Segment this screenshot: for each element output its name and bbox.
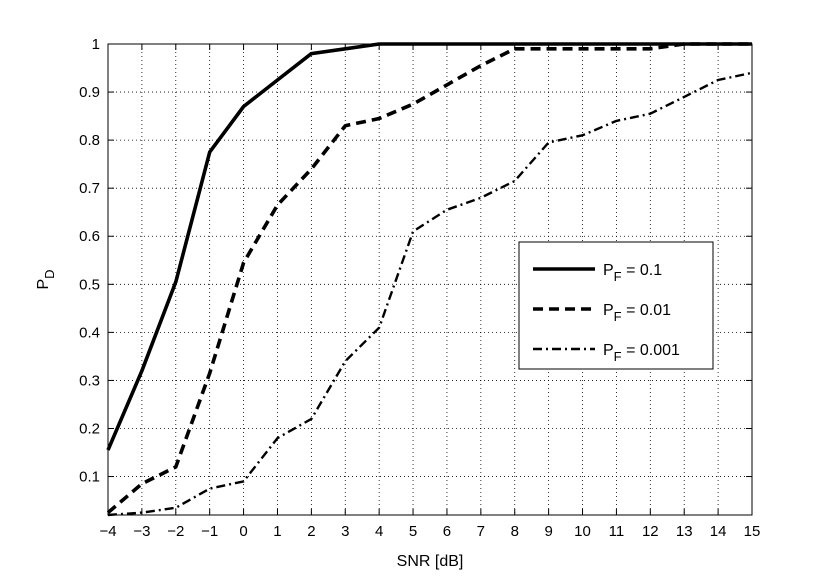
x-tick-label: 1 — [273, 523, 281, 540]
legend-label-main: P — [603, 342, 614, 359]
series-line-dashed — [106, 42, 752, 514]
x-tick-label: 7 — [477, 523, 485, 540]
legend-label-sub: F — [614, 349, 622, 364]
x-tick-label: 11 — [609, 523, 625, 540]
grid-layer — [108, 44, 752, 515]
legend-label-sub: F — [614, 269, 622, 284]
label-layer: SNR [dB] PD — [35, 269, 463, 570]
y-tick-label: 0.2 — [79, 420, 100, 437]
plot-frame — [107, 43, 753, 516]
x-tick-label: −2 — [167, 523, 184, 540]
legend-label-rest: = 0.01 — [622, 302, 671, 319]
legend-label-main: P — [603, 302, 614, 319]
y-tick-label: 0.5 — [79, 276, 100, 293]
legend-entry-label: PF = 0.1 — [603, 262, 662, 284]
legend-label-main: P — [603, 262, 614, 279]
y-tick-label: 0.7 — [79, 180, 100, 197]
legend-entry-label: PF = 0.001 — [603, 342, 680, 364]
x-tick-label: −4 — [99, 523, 116, 540]
x-tick-label: 4 — [375, 523, 383, 540]
x-tick-label: 10 — [574, 523, 591, 540]
y-tick-label: 0.9 — [79, 84, 100, 101]
x-tick-label: −1 — [201, 523, 218, 540]
tick-layer: −4 −3 −2 −1 0 1 2 3 4 5 6 7 8 9 10 11 12 13 14 150.10.20.30… — [79, 36, 760, 540]
legend-entry-label: PF = 0.01 — [603, 302, 671, 324]
y-axis-label: PD — [35, 269, 57, 289]
legend-label-rest: = 0.001 — [622, 342, 680, 359]
x-tick-label: 12 — [642, 523, 659, 540]
x-tick-label: 5 — [409, 523, 417, 540]
y-tick-label: 0.3 — [79, 372, 100, 389]
x-tick-label: 3 — [341, 523, 349, 540]
x-tick-label: 9 — [544, 523, 552, 540]
y-tick-label: 1 — [92, 36, 100, 53]
y-tick-label: 0.6 — [79, 228, 100, 245]
x-tick-label: 2 — [307, 523, 315, 540]
x-tick-label: 0 — [239, 523, 247, 540]
x-axis-label: SNR [dB] — [397, 553, 464, 570]
y-axis-label-main: P — [35, 279, 52, 290]
y-axis-label-sub: D — [42, 269, 57, 278]
x-tick-label: 14 — [710, 523, 727, 540]
y-tick-label: 0.4 — [79, 324, 100, 341]
legend-box — [518, 241, 714, 370]
legend-label-rest: = 0.1 — [622, 262, 663, 279]
x-tick-label: 8 — [511, 523, 519, 540]
y-tick-label: 0.8 — [79, 132, 100, 149]
x-tick-label: 13 — [676, 523, 693, 540]
x-tick-label: −3 — [133, 523, 150, 540]
x-tick-label: 15 — [744, 523, 761, 540]
y-tick-label: 0.1 — [79, 469, 100, 486]
legend-label-sub: F — [614, 309, 622, 324]
x-tick-label: 6 — [443, 523, 451, 540]
